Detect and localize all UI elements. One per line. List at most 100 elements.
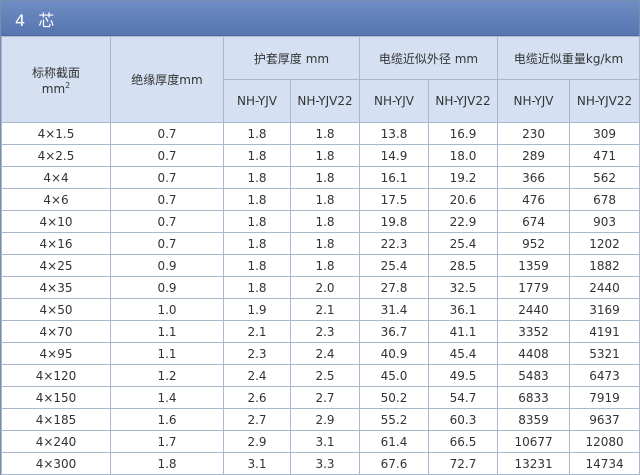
title-bar: 4 芯 bbox=[1, 1, 639, 36]
cell-weight-nh-yjv22: 9637 bbox=[569, 408, 640, 431]
cell-sheath-nh-yjv22: 1.8 bbox=[289, 188, 361, 211]
cell-diameter-nh-yjv: 31.4 bbox=[359, 298, 430, 321]
cell-sheath-nh-yjv22: 2.0 bbox=[289, 276, 361, 299]
cell-nominal-section: 4×240 bbox=[1, 430, 111, 453]
cell-diameter-nh-yjv: 14.9 bbox=[359, 144, 430, 167]
cell-nominal-section: 4×6 bbox=[1, 188, 111, 211]
table-row: 4×1.5 0.7 1.8 1.8 13.8 16.9 230 309 bbox=[1, 122, 640, 145]
cell-sheath-nh-yjv: 2.1 bbox=[223, 320, 291, 343]
cell-diameter-nh-yjv22: 19.2 bbox=[428, 166, 499, 189]
subheader-weight-nh-yjv22: NH-YJV22 bbox=[569, 79, 640, 123]
table-row: 4×185 1.6 2.7 2.9 55.2 60.3 8359 9637 bbox=[1, 408, 640, 431]
cell-weight-nh-yjv22: 6473 bbox=[569, 364, 640, 387]
cell-weight-nh-yjv: 3352 bbox=[497, 320, 571, 343]
cell-diameter-nh-yjv: 55.2 bbox=[359, 408, 430, 431]
subheader-diameter-nh-yjv22: NH-YJV22 bbox=[428, 79, 499, 123]
cell-diameter-nh-yjv22: 16.9 bbox=[428, 122, 499, 145]
cell-weight-nh-yjv: 230 bbox=[497, 122, 571, 145]
header-nominal-section-unit: mm2 bbox=[41, 80, 71, 96]
cell-diameter-nh-yjv22: 72.7 bbox=[428, 452, 499, 475]
cell-sheath-nh-yjv22: 3.1 bbox=[289, 430, 361, 453]
subheader-weight-nh-yjv: NH-YJV bbox=[497, 79, 571, 123]
cell-weight-nh-yjv: 8359 bbox=[497, 408, 571, 431]
cell-sheath-nh-yjv22: 1.8 bbox=[289, 144, 361, 167]
cell-weight-nh-yjv: 5483 bbox=[497, 364, 571, 387]
cell-weight-nh-yjv22: 1882 bbox=[569, 254, 640, 277]
table-title: 4 芯 bbox=[15, 11, 59, 30]
cell-diameter-nh-yjv22: 45.4 bbox=[428, 342, 499, 365]
cell-sheath-nh-yjv: 2.6 bbox=[223, 386, 291, 409]
table-row: 4×10 0.7 1.8 1.8 19.8 22.9 674 903 bbox=[1, 210, 640, 233]
cell-insulation: 1.4 bbox=[110, 386, 224, 409]
cell-nominal-section: 4×10 bbox=[1, 210, 111, 233]
cell-weight-nh-yjv: 674 bbox=[497, 210, 571, 233]
cell-sheath-nh-yjv: 1.8 bbox=[223, 254, 291, 277]
cell-weight-nh-yjv: 10677 bbox=[497, 430, 571, 453]
cell-insulation: 0.9 bbox=[110, 276, 224, 299]
cell-diameter-nh-yjv22: 28.5 bbox=[428, 254, 499, 277]
cell-diameter-nh-yjv22: 60.3 bbox=[428, 408, 499, 431]
table-row: 4×240 1.7 2.9 3.1 61.4 66.5 10677 12080 bbox=[1, 430, 640, 453]
cell-sheath-nh-yjv: 1.8 bbox=[223, 276, 291, 299]
cell-insulation: 0.9 bbox=[110, 254, 224, 277]
cell-weight-nh-yjv22: 4191 bbox=[569, 320, 640, 343]
cell-weight-nh-yjv22: 12080 bbox=[569, 430, 640, 453]
cell-sheath-nh-yjv22: 2.5 bbox=[289, 364, 361, 387]
cell-weight-nh-yjv22: 2440 bbox=[569, 276, 640, 299]
table-row: 4×25 0.9 1.8 1.8 25.4 28.5 1359 1882 bbox=[1, 254, 640, 277]
cell-insulation: 1.7 bbox=[110, 430, 224, 453]
cell-weight-nh-yjv: 2440 bbox=[497, 298, 571, 321]
cell-diameter-nh-yjv: 17.5 bbox=[359, 188, 430, 211]
cell-sheath-nh-yjv22: 2.9 bbox=[289, 408, 361, 431]
cell-diameter-nh-yjv22: 32.5 bbox=[428, 276, 499, 299]
cell-insulation: 0.7 bbox=[110, 232, 224, 255]
table-row: 4×300 1.8 3.1 3.3 67.6 72.7 13231 14734 bbox=[1, 452, 640, 475]
cell-diameter-nh-yjv22: 22.9 bbox=[428, 210, 499, 233]
cell-diameter-nh-yjv22: 54.7 bbox=[428, 386, 499, 409]
cell-sheath-nh-yjv: 1.8 bbox=[223, 210, 291, 233]
cable-spec-table: 标称截面 mm2 绝缘厚度mm 护套厚度 mm 电缆近似外径 mm 电缆近似重量… bbox=[1, 36, 640, 475]
subheader-sheath-nh-yjv: NH-YJV bbox=[223, 79, 291, 123]
cell-diameter-nh-yjv: 40.9 bbox=[359, 342, 430, 365]
cell-sheath-nh-yjv22: 1.8 bbox=[289, 210, 361, 233]
cell-nominal-section: 4×35 bbox=[1, 276, 111, 299]
cell-nominal-section: 4×95 bbox=[1, 342, 111, 365]
cell-sheath-nh-yjv22: 1.8 bbox=[289, 254, 361, 277]
table-row: 4×150 1.4 2.6 2.7 50.2 54.7 6833 7919 bbox=[1, 386, 640, 409]
cell-nominal-section: 4×120 bbox=[1, 364, 111, 387]
cell-diameter-nh-yjv22: 41.1 bbox=[428, 320, 499, 343]
cell-sheath-nh-yjv22: 3.3 bbox=[289, 452, 361, 475]
cell-insulation: 1.1 bbox=[110, 342, 224, 365]
table-row: 4×4 0.7 1.8 1.8 16.1 19.2 366 562 bbox=[1, 166, 640, 189]
header-sheath-thickness: 护套厚度 mm bbox=[222, 36, 361, 80]
table-row: 4×2.5 0.7 1.8 1.8 14.9 18.0 289 471 bbox=[1, 144, 640, 167]
cell-diameter-nh-yjv: 45.0 bbox=[359, 364, 430, 387]
cell-nominal-section: 4×70 bbox=[1, 320, 111, 343]
cell-sheath-nh-yjv: 1.8 bbox=[223, 166, 291, 189]
cell-sheath-nh-yjv22: 1.8 bbox=[289, 232, 361, 255]
table-row: 4×50 1.0 1.9 2.1 31.4 36.1 2440 3169 bbox=[1, 298, 640, 321]
cell-weight-nh-yjv22: 7919 bbox=[569, 386, 640, 409]
cell-sheath-nh-yjv: 1.9 bbox=[223, 298, 291, 321]
cell-sheath-nh-yjv: 2.4 bbox=[223, 364, 291, 387]
cell-weight-nh-yjv: 476 bbox=[497, 188, 571, 211]
cell-sheath-nh-yjv22: 2.3 bbox=[289, 320, 361, 343]
cell-diameter-nh-yjv: 16.1 bbox=[359, 166, 430, 189]
cell-diameter-nh-yjv: 19.8 bbox=[359, 210, 430, 233]
cell-weight-nh-yjv: 1359 bbox=[497, 254, 571, 277]
cell-nominal-section: 4×25 bbox=[1, 254, 111, 277]
table-row: 4×70 1.1 2.1 2.3 36.7 41.1 3352 4191 bbox=[1, 320, 640, 343]
cell-diameter-nh-yjv22: 49.5 bbox=[428, 364, 499, 387]
cell-sheath-nh-yjv22: 2.1 bbox=[289, 298, 361, 321]
header-outer-diameter: 电缆近似外径 mm bbox=[359, 36, 499, 80]
cell-weight-nh-yjv: 6833 bbox=[497, 386, 571, 409]
cell-sheath-nh-yjv: 1.8 bbox=[223, 232, 291, 255]
cell-weight-nh-yjv22: 5321 bbox=[569, 342, 640, 365]
cell-diameter-nh-yjv22: 66.5 bbox=[428, 430, 499, 453]
cell-sheath-nh-yjv22: 1.8 bbox=[289, 122, 361, 145]
table-row: 4×35 0.9 1.8 2.0 27.8 32.5 1779 2440 bbox=[1, 276, 640, 299]
cell-sheath-nh-yjv22: 2.7 bbox=[289, 386, 361, 409]
cell-insulation: 1.6 bbox=[110, 408, 224, 431]
cell-weight-nh-yjv: 366 bbox=[497, 166, 571, 189]
cell-diameter-nh-yjv: 25.4 bbox=[359, 254, 430, 277]
